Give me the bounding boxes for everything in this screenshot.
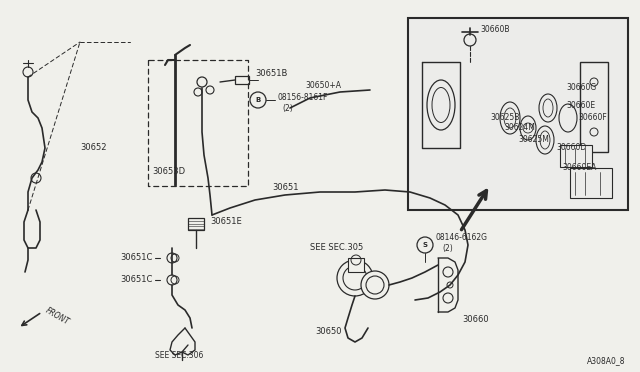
Text: 30651C: 30651C bbox=[120, 253, 152, 263]
Text: SEE SEC.305: SEE SEC.305 bbox=[310, 244, 364, 253]
Text: 30651B: 30651B bbox=[255, 70, 287, 78]
Circle shape bbox=[361, 271, 389, 299]
Bar bbox=[408, 18, 628, 210]
Text: 30652: 30652 bbox=[80, 144, 106, 153]
Text: FRONT: FRONT bbox=[44, 306, 71, 326]
Text: 30660F: 30660F bbox=[578, 113, 607, 122]
Text: 08156-8161F: 08156-8161F bbox=[278, 93, 328, 103]
Text: 30660: 30660 bbox=[462, 315, 488, 324]
Ellipse shape bbox=[559, 104, 577, 132]
Text: 30660E: 30660E bbox=[566, 100, 595, 109]
Ellipse shape bbox=[427, 80, 455, 130]
Text: S: S bbox=[422, 242, 428, 248]
Text: 30650: 30650 bbox=[315, 327, 342, 337]
Text: 30660G: 30660G bbox=[566, 83, 596, 93]
Text: 30660B: 30660B bbox=[480, 26, 509, 35]
Text: 30651C: 30651C bbox=[120, 276, 152, 285]
Text: 30660D: 30660D bbox=[556, 144, 586, 153]
Text: 30650+A: 30650+A bbox=[305, 80, 341, 90]
Ellipse shape bbox=[500, 102, 520, 134]
Bar bbox=[348, 258, 364, 272]
Bar bbox=[188, 218, 204, 230]
Bar bbox=[560, 145, 592, 167]
Ellipse shape bbox=[520, 116, 536, 140]
Text: 30651E: 30651E bbox=[210, 218, 242, 227]
Text: B: B bbox=[255, 97, 260, 103]
Text: SEE SEC.306: SEE SEC.306 bbox=[155, 350, 204, 359]
Text: 30625M: 30625M bbox=[518, 135, 549, 144]
Text: 08146-6162G: 08146-6162G bbox=[435, 234, 487, 243]
Text: 30624M: 30624M bbox=[504, 124, 535, 132]
Ellipse shape bbox=[536, 126, 554, 154]
Text: (2): (2) bbox=[282, 103, 292, 112]
Ellipse shape bbox=[539, 94, 557, 122]
Text: 30660EA: 30660EA bbox=[562, 164, 596, 173]
Text: A308A0_8: A308A0_8 bbox=[586, 356, 625, 365]
Bar bbox=[580, 62, 608, 152]
Text: (2): (2) bbox=[442, 244, 452, 253]
Text: 30653D: 30653D bbox=[152, 167, 185, 176]
Text: 30651: 30651 bbox=[272, 183, 298, 192]
Bar bbox=[570, 168, 612, 198]
Circle shape bbox=[337, 260, 373, 296]
Text: 30625B: 30625B bbox=[490, 113, 520, 122]
Bar bbox=[235, 76, 249, 84]
